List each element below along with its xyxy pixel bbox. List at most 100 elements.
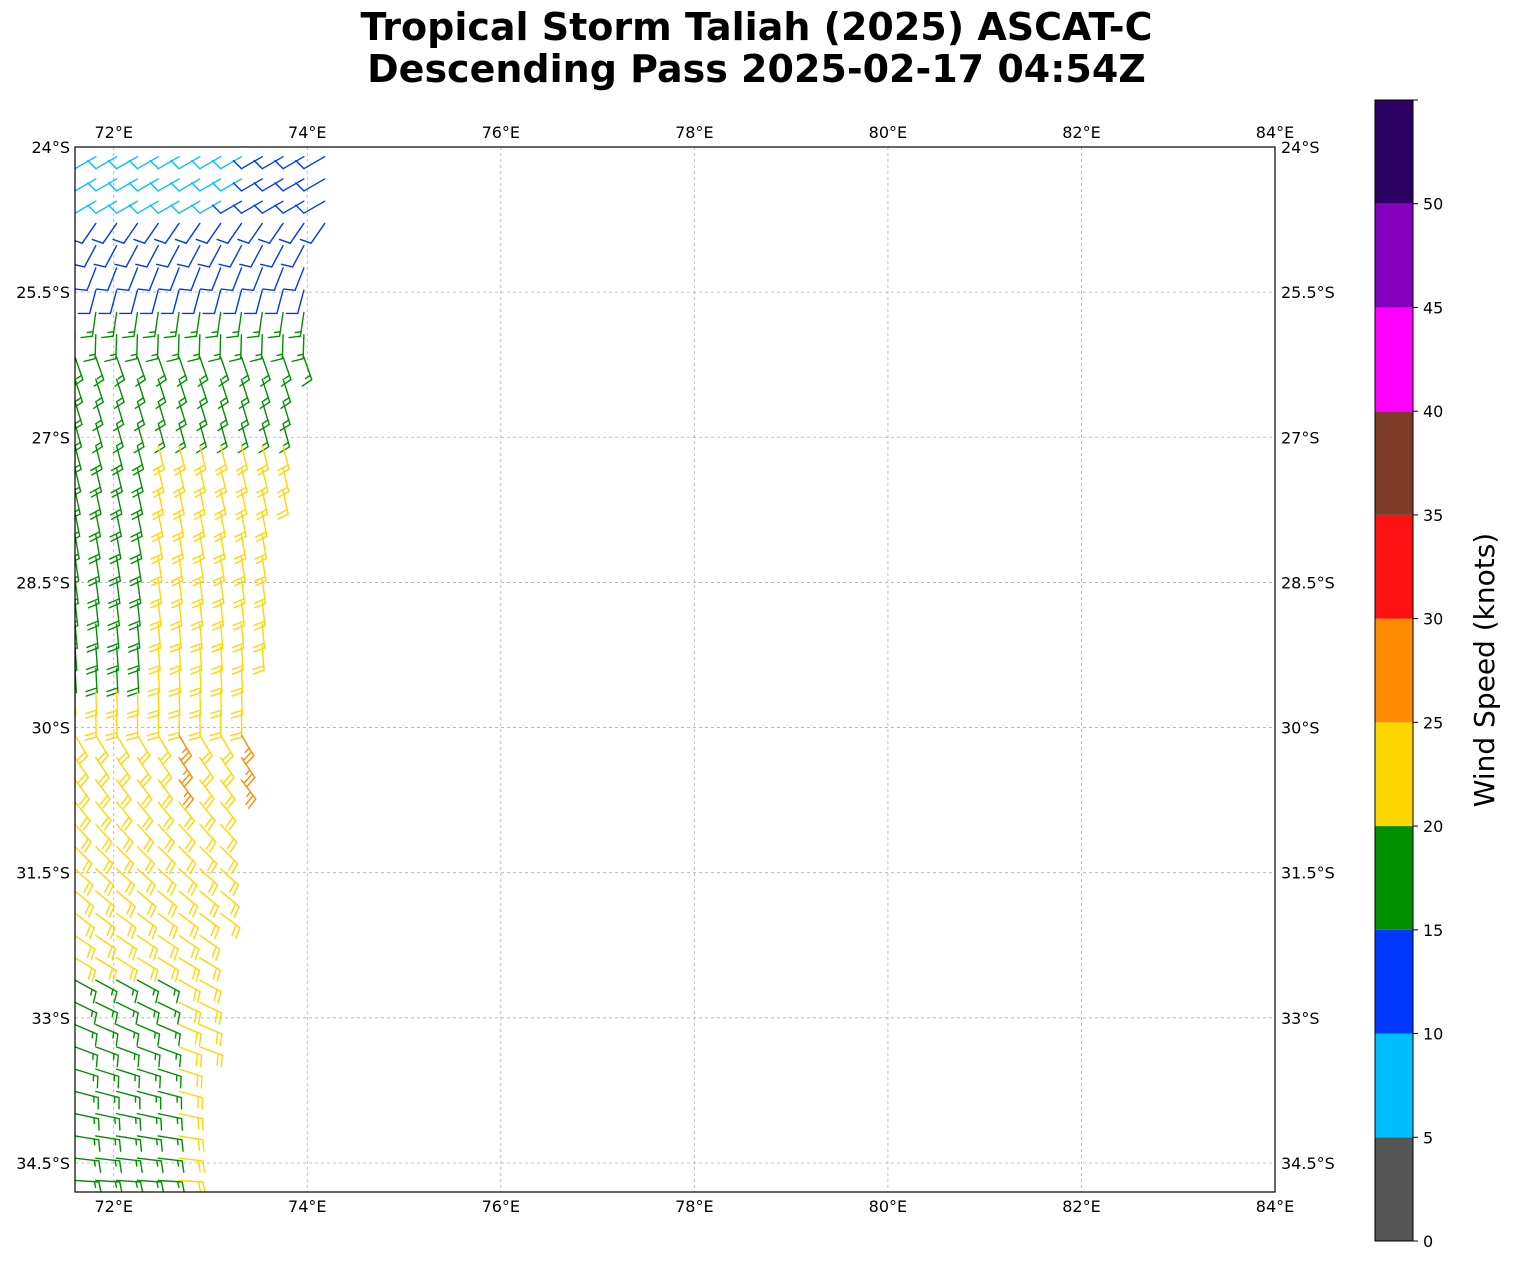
wind-barb [217,378,229,409]
wind-barb [115,756,131,787]
wind-barb [232,601,245,631]
wind-barb [211,601,225,631]
wind-barb [95,890,115,918]
wind-barb [157,1179,185,1192]
wind-barb [157,823,175,853]
wind-barb [178,979,201,1004]
wind-barb [136,734,151,765]
wind-barb [178,1157,206,1173]
wind-barb [285,289,305,315]
wind-barb [121,311,139,339]
wind-barb [212,534,226,565]
wind-barb [136,1068,161,1089]
wind-barb [274,155,305,170]
wind-barb [184,311,201,339]
lat-tick-label-left: 24°S [31,138,70,157]
wind-barb [115,1046,140,1068]
wind-barb [95,1157,123,1173]
wind-barb [136,1090,162,1110]
wind-barb [233,534,247,565]
wind-barb [240,779,257,809]
wind-barb [114,356,126,387]
wind-barb [95,1179,123,1192]
wind-barb [191,556,205,587]
wind-barb [95,1023,119,1047]
wind-barb [176,356,188,387]
wind-barb [212,578,225,609]
wind-barb [115,1068,141,1089]
wind-barb [155,244,180,268]
wind-barb [89,489,102,520]
wind-barb [257,222,284,244]
wind-barb [219,845,239,875]
wind-barb [75,779,90,809]
wind-barb [75,934,96,961]
wind-barb [157,779,174,809]
wind-barb [237,423,249,454]
lon-tick-label-top: 72°E [94,123,132,142]
wind-barb [228,334,243,363]
wind-barb [178,734,193,765]
wind-barb [171,534,184,565]
wind-barb [75,845,93,875]
wind-barb [75,1112,100,1131]
wind-barb [95,957,117,983]
wind-barb [95,1090,120,1110]
wind-barb [178,1090,204,1110]
wind-barbs [75,155,326,1192]
lat-tick-label-right: 25.5°S [1281,283,1335,302]
colorbar-bin [1375,1137,1413,1241]
map-frame [74,146,1276,1193]
wind-barb [98,289,118,315]
wind-barb [260,356,271,387]
wind-barb [75,756,90,787]
wind-barb [129,534,143,565]
wind-barb [208,334,222,363]
wind-barb [134,400,146,432]
wind-barb [75,1179,102,1192]
lon-tick-label-bottom: 76°E [482,1197,520,1216]
wind-barb [193,489,206,520]
wind-barb [191,200,222,214]
wind-barb [75,178,97,192]
wind-barb [75,378,84,408]
wind-barb [259,378,271,409]
wind-barb [178,801,195,831]
wind-barb [199,868,219,896]
wind-barb [83,334,97,363]
wind-barb [95,845,114,875]
wind-barb [108,578,121,609]
wind-barb [254,534,268,565]
wind-barb [146,712,160,741]
wind-barb [75,1023,98,1047]
wind-barb [199,890,219,918]
lat-tick-label-left: 30°S [31,719,70,738]
colorbar-label: Wind Speed (knots) [1468,533,1501,807]
colorbar-bin [1375,722,1413,827]
wind-barb [112,423,124,454]
wind-barb [157,734,172,765]
wind-barb [136,1001,160,1025]
wind-barb [115,957,138,983]
wind-barb [276,489,289,520]
wind-barb [157,934,179,961]
wind-barb [238,378,250,409]
wind-barb [259,244,284,268]
wind-barb [75,912,95,940]
wind-barb [254,556,267,587]
wind-barb [95,779,111,809]
wind-barb [199,979,222,1004]
wind-barb [178,845,197,875]
wind-barb [157,756,173,787]
wind-barb [178,1068,203,1089]
wind-barb [129,556,142,587]
wind-barb [77,289,97,315]
wind-barb [115,868,136,896]
wind-barb [128,601,141,631]
wind-barb [75,267,97,291]
wind-barb [249,334,263,363]
wind-barb [157,979,180,1004]
wind-barb [149,578,163,609]
colorbar-tick-label: 50 [1423,195,1443,214]
wind-barb [134,378,146,409]
